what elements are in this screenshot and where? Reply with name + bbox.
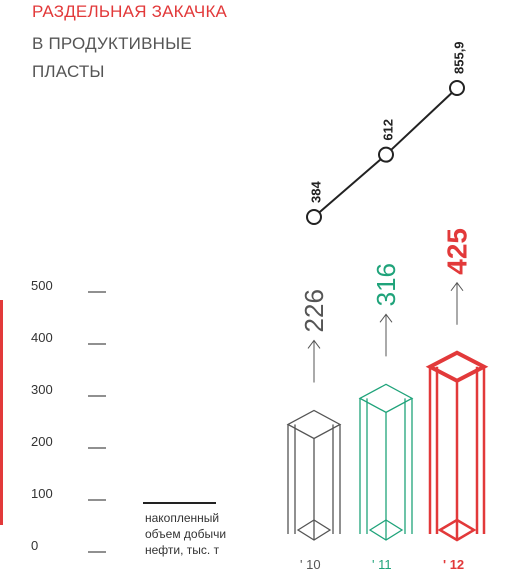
category-label: ' 10: [300, 557, 321, 572]
y-tick-label: 100: [31, 486, 53, 501]
legend-line-2: объем добычи: [145, 527, 227, 541]
cumulative-point: [378, 146, 394, 163]
legend-line-1: накопленный: [145, 511, 220, 525]
y-tick-label: 0: [31, 538, 38, 553]
accent-side-bar: [0, 300, 3, 525]
column-bottom-face: [437, 518, 477, 542]
column-bottom-face: [296, 519, 332, 541]
increment-label: 226: [299, 289, 329, 332]
chart-subtitle-line-1: В ПРОДУКТИВНЫЕ: [32, 34, 192, 53]
chart-title: РАЗДЕЛЬНАЯ ЗАКАЧКА: [32, 2, 228, 21]
legend: накопленный объем добычи нефти, тыс. т: [145, 510, 265, 558]
y-tick-label: 500: [31, 278, 53, 293]
column-bottom-face: [368, 519, 404, 541]
increment-label: 316: [371, 263, 401, 306]
column-top-face: [286, 409, 342, 440]
cumulative-value-label: 612: [381, 119, 396, 141]
chart-subtitle-line-2: ПЛАСТЫ: [32, 62, 105, 81]
cumulative-point: [449, 80, 465, 96]
cumulative-point: [306, 209, 322, 225]
category-label: ' 12: [443, 557, 464, 572]
increment-label: 425: [442, 228, 473, 275]
cumulative-value-label: 384: [309, 181, 324, 203]
arrow-head: [450, 281, 464, 292]
arrow-head: [379, 313, 393, 323]
category-label: ' 11: [372, 557, 392, 572]
cumulative-value-label: 855,9: [452, 41, 467, 74]
legend-line-3: нефти, тыс. т: [145, 543, 220, 557]
legend-line: [143, 502, 216, 504]
arrow-head: [307, 339, 321, 349]
column-top-face: [358, 383, 414, 414]
y-tick-label: 200: [31, 434, 53, 449]
y-tick-label: 400: [31, 330, 53, 345]
y-tick-label: 300: [31, 382, 53, 397]
